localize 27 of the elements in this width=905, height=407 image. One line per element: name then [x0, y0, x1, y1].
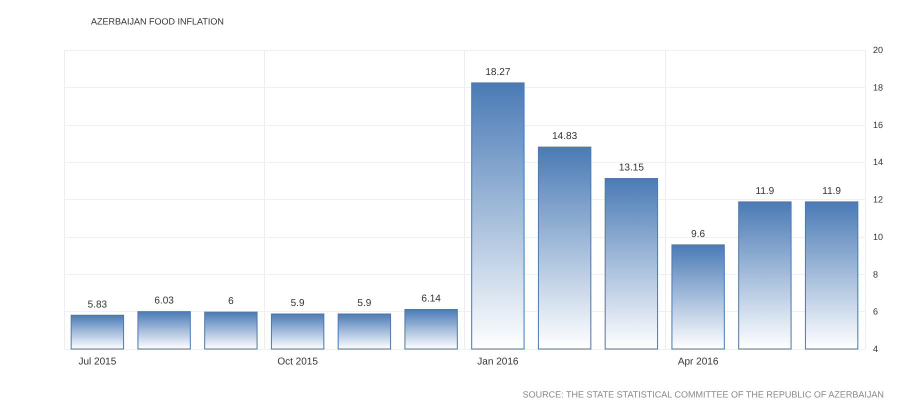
x-tick-label: Jan 2016 [477, 356, 519, 368]
data-label: 6.14 [421, 294, 442, 305]
data-label: 5.9 [357, 298, 372, 309]
data-label: 14.83 [552, 131, 578, 142]
y-tick-label: 6 [873, 306, 878, 317]
data-label: 9.6 [691, 228, 706, 240]
y-tick-label: 4 [873, 344, 878, 354]
y-tick-label: 20 [873, 45, 884, 55]
y-tick-label: 12 [873, 194, 884, 204]
y-tick-label: 16 [873, 120, 884, 130]
x-tick-label: Apr 2016 [678, 356, 719, 368]
data-label: 6 [228, 296, 234, 308]
data-label: 13.15 [618, 162, 644, 174]
data-label: 5.9 [290, 298, 306, 309]
source-note: SOURCE: THE STATE STATISTICAL COMMITTEE OF THE REPUBLIC OF AZERBAIJAN [522, 390, 884, 400]
data-label: 6.03 [154, 296, 174, 307]
data-label: 11.9 [756, 186, 775, 197]
data-label: 5.83 [88, 299, 108, 310]
chart-title: AZERBAIJAN FOOD INFLATION [91, 16, 224, 26]
y-tick-label: 10 [873, 232, 884, 242]
y-tick-label: 14 [873, 157, 884, 168]
x-tick-label: Oct 2015 [277, 356, 318, 368]
data-label: 18.27 [485, 66, 511, 78]
x-tick-label: Jul 2015 [78, 356, 117, 368]
y-tick-label: 18 [873, 82, 884, 92]
y-tick-label: 8 [873, 269, 878, 280]
data-label: 11.9 [822, 186, 842, 197]
